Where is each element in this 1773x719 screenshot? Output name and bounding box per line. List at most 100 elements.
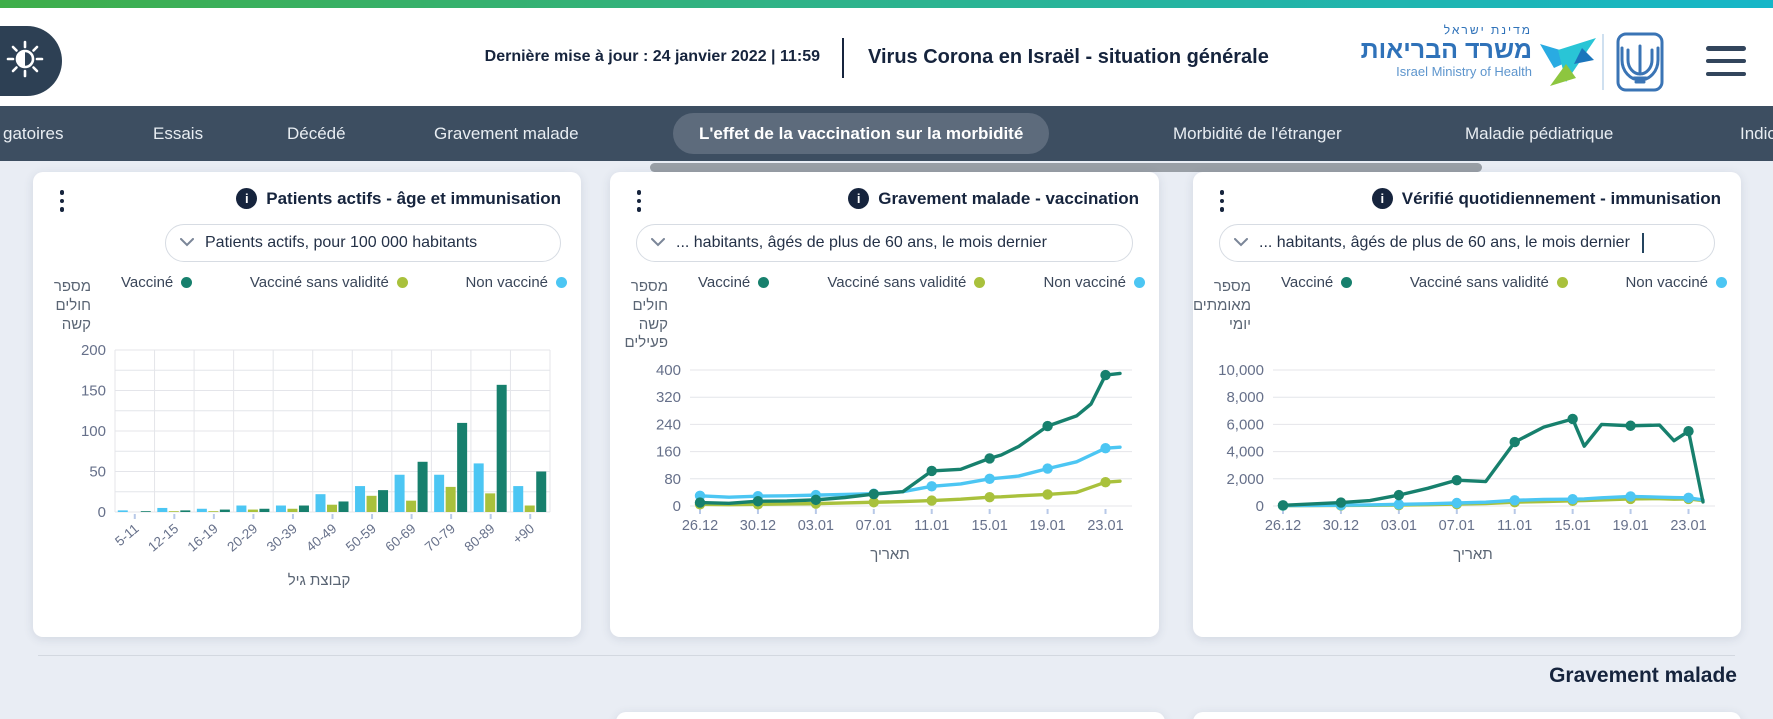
- svg-text:15.01: 15.01: [1555, 518, 1591, 534]
- tab-gravement-malade[interactable]: Gravement malade: [434, 123, 579, 143]
- logo-hebrew-large: משרד הבריאות: [1360, 35, 1532, 64]
- ministry-star-icon: [1536, 30, 1598, 97]
- svg-text:60-69: 60-69: [382, 521, 418, 555]
- tab-decede[interactable]: Décédé: [287, 123, 346, 143]
- tab-gatoires[interactable]: gatoires: [3, 123, 64, 143]
- svg-text:23.01: 23.01: [1087, 518, 1123, 534]
- legend-item: Vacciné: [698, 274, 770, 291]
- svg-text:03.01: 03.01: [798, 518, 834, 534]
- svg-text:07.01: 07.01: [856, 518, 892, 534]
- chart-legend: Vacciné Vacciné sans validité Non vaccin…: [698, 274, 1145, 291]
- svg-text:40-49: 40-49: [303, 521, 339, 555]
- svg-text:240: 240: [656, 416, 681, 433]
- legend-item: Vacciné: [1281, 274, 1353, 291]
- svg-text:30.12: 30.12: [1323, 518, 1359, 534]
- chart-legend: Vacciné Vacciné sans validité Non vaccin…: [121, 274, 567, 291]
- section-heading: Gravement malade: [1549, 664, 1737, 687]
- chevron-down-icon: [651, 234, 665, 252]
- y-axis-title: מספר מאומתים יומי: [1192, 278, 1251, 333]
- svg-text:+90: +90: [510, 521, 537, 547]
- svg-text:23.01: 23.01: [1670, 518, 1706, 534]
- card-patients-actifs: i Patients actifs - âge et immunisation …: [33, 172, 581, 637]
- info-icon[interactable]: i: [236, 188, 258, 209]
- card-verifie-quotidiennement: i Vérifié quotidiennement - immunisation…: [1193, 172, 1741, 637]
- svg-text:0: 0: [1256, 498, 1264, 515]
- svg-text:07.01: 07.01: [1439, 518, 1475, 534]
- last-update-text: Dernière mise à jour : 24 janvier 2022 |…: [484, 48, 820, 65]
- svg-text:160: 160: [656, 444, 681, 461]
- svg-text:16-19: 16-19: [185, 521, 221, 555]
- chevron-down-icon: [180, 234, 194, 252]
- legend-item: Non vacciné: [465, 274, 567, 291]
- y-axis-title: מספר חולים קשה פעילים: [624, 278, 669, 352]
- legend-dot: [1134, 277, 1145, 288]
- legend-dot: [396, 277, 408, 288]
- chevron-down-icon: [1234, 234, 1248, 252]
- card-title: Gravement malade - vaccination: [878, 188, 1139, 208]
- svg-text:20-29: 20-29: [224, 521, 260, 555]
- card-gravement-malade: i Gravement malade - vaccination ... hab…: [610, 172, 1159, 637]
- kebab-menu-icon[interactable]: [630, 190, 648, 214]
- metric-dropdown[interactable]: ... habitants, âgés de plus de 60 ans, l…: [1219, 224, 1715, 262]
- legend-dot: [1716, 277, 1727, 288]
- menu-icon[interactable]: [1706, 46, 1746, 76]
- svg-text:12-15: 12-15: [145, 521, 181, 555]
- line-chart: 0 80 160 240 320 400 26.12 30.12 03.01 07.01 11.01…: [632, 344, 1148, 549]
- logo-hebrew-small: מדינת ישראל: [1443, 23, 1532, 37]
- bar-chart: 0 50 100 150 200 5-11 12-15 16-19 20-29 30-39 40-4…: [69, 340, 574, 583]
- dropdown-value: ... habitants, âgés de plus de 60 ans, l…: [676, 234, 1047, 251]
- card-title: Vérifié quotidiennement - immunisation: [1401, 188, 1721, 208]
- svg-text:2,000: 2,000: [1226, 471, 1264, 488]
- tab-bar: gatoires Essais Décédé Gravement malade …: [0, 106, 1773, 161]
- header-divider: [842, 38, 844, 78]
- kebab-menu-icon[interactable]: [1213, 190, 1231, 214]
- legend-dot: [1341, 277, 1353, 288]
- svg-text:0: 0: [98, 504, 106, 521]
- svg-text:400: 400: [656, 362, 681, 379]
- logo-divider: [1602, 34, 1604, 90]
- tab-indicateurs[interactable]: Indic: [1740, 123, 1773, 143]
- svg-text:30.12: 30.12: [740, 518, 776, 534]
- brightness-icon: [6, 40, 44, 83]
- info-icon[interactable]: i: [848, 188, 870, 209]
- svg-text:200: 200: [81, 342, 106, 359]
- contrast-toggle-button[interactable]: [0, 26, 62, 96]
- svg-text:11.01: 11.01: [914, 518, 949, 534]
- section-divider: [38, 655, 1735, 656]
- metric-dropdown[interactable]: ... habitants, âgés de plus de 60 ans, l…: [636, 224, 1133, 262]
- ministry-logo-text: מדינת ישראל משרד הבריאות Israel Ministry…: [1330, 24, 1532, 78]
- y-axis-title: מספר חולים קשה: [53, 278, 91, 333]
- legend-dot: [974, 277, 986, 288]
- line-chart: 0 2,000 4,000 6,000 8,000 10,000 26.12 30.12 03.…: [1215, 344, 1731, 549]
- svg-text:6,000: 6,000: [1226, 416, 1264, 433]
- svg-text:8,000: 8,000: [1226, 389, 1264, 406]
- info-icon[interactable]: i: [1371, 188, 1393, 209]
- legend-item: Vacciné: [121, 274, 193, 291]
- legend-dot: [181, 277, 193, 288]
- svg-text:26.12: 26.12: [1265, 518, 1301, 534]
- tab-effet-vaccination-active[interactable]: L'effet de la vaccination sur la morbidi…: [673, 113, 1050, 154]
- kebab-menu-icon[interactable]: [53, 190, 71, 214]
- legend-item: Vacciné sans validité: [250, 274, 408, 291]
- card-title: Patients actifs - âge et immunisation: [266, 188, 561, 208]
- tab-morbidite-etranger[interactable]: Morbidité de l'étranger: [1173, 123, 1342, 143]
- card-partial: [1193, 712, 1741, 719]
- svg-text:150: 150: [81, 383, 106, 400]
- card-partial: [616, 712, 1165, 719]
- legend-item: Non vacciné: [1043, 274, 1145, 291]
- tabs-horizontal-scrollbar[interactable]: [650, 163, 1482, 172]
- legend-item: Non vacciné: [1625, 274, 1727, 291]
- svg-text:26.12: 26.12: [682, 518, 718, 534]
- svg-text:5-11: 5-11: [112, 521, 142, 549]
- svg-text:19.01: 19.01: [1029, 518, 1065, 534]
- svg-text:10,000: 10,000: [1218, 362, 1264, 379]
- svg-text:11.01: 11.01: [1497, 518, 1532, 534]
- legend-dot: [758, 277, 770, 288]
- metric-dropdown[interactable]: Patients actifs, pour 100 000 habitants: [165, 224, 561, 262]
- svg-text:19.01: 19.01: [1612, 518, 1648, 534]
- x-axis-title: תאריך: [1453, 546, 1493, 563]
- tab-maladie-pediatrique[interactable]: Maladie pédiatrique: [1465, 123, 1614, 143]
- svg-text:80-89: 80-89: [462, 521, 498, 555]
- page-title: Virus Corona en Israël - situation génér…: [868, 45, 1269, 68]
- tab-essais[interactable]: Essais: [153, 123, 204, 143]
